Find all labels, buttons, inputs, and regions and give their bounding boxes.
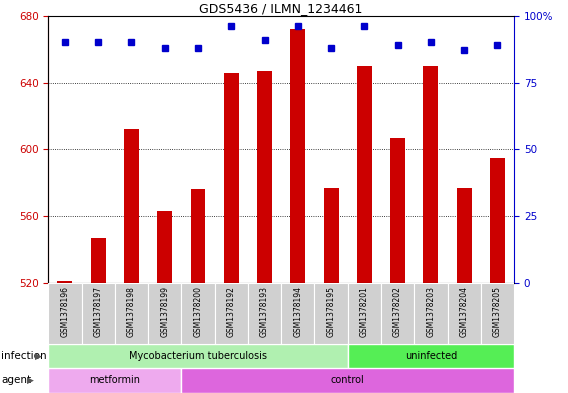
Text: ▶: ▶ [27,376,34,385]
Text: GSM1378203: GSM1378203 [427,286,435,337]
Bar [82,283,115,344]
Bar [148,283,181,344]
Bar [190,189,206,283]
Text: GSM1378193: GSM1378193 [260,286,269,337]
Bar [348,283,381,344]
Bar [48,344,348,368]
Bar [181,283,215,344]
Bar [315,283,348,344]
Text: metformin: metformin [89,375,140,386]
Bar [181,368,514,393]
Text: infection: infection [1,351,47,361]
Text: GSM1378202: GSM1378202 [393,286,402,337]
Bar [215,283,248,344]
Bar [348,344,514,368]
Bar [324,188,339,283]
Bar [381,283,414,344]
Text: GSM1378192: GSM1378192 [227,286,236,337]
Title: GDS5436 / ILMN_1234461: GDS5436 / ILMN_1234461 [199,2,363,15]
Bar [490,158,505,283]
Text: control: control [331,375,365,386]
Text: agent: agent [1,375,31,386]
Bar [248,283,281,344]
Bar [48,368,181,393]
Bar [457,188,471,283]
Bar [357,66,372,283]
Bar [281,283,315,344]
Text: ▶: ▶ [35,352,42,360]
Text: GSM1378204: GSM1378204 [460,286,469,337]
Bar [290,29,305,283]
Bar [224,72,239,283]
Text: GSM1378205: GSM1378205 [493,286,502,337]
Text: GSM1378201: GSM1378201 [360,286,369,337]
Bar [115,283,148,344]
Bar [157,211,172,283]
Bar [48,283,82,344]
Bar [390,138,405,283]
Text: GSM1378196: GSM1378196 [60,286,69,337]
Bar [257,71,272,283]
Bar [414,283,448,344]
Bar [448,283,481,344]
Bar [57,281,72,283]
Text: Mycobacterium tuberculosis: Mycobacterium tuberculosis [129,351,267,361]
Bar [481,283,514,344]
Text: GSM1378197: GSM1378197 [94,286,103,337]
Text: GSM1378199: GSM1378199 [160,286,169,337]
Text: GSM1378198: GSM1378198 [127,286,136,337]
Bar [124,129,139,283]
Bar [91,238,106,283]
Text: GSM1378194: GSM1378194 [293,286,302,337]
Bar [423,66,438,283]
Text: GSM1378195: GSM1378195 [327,286,336,337]
Text: uninfected: uninfected [405,351,457,361]
Text: GSM1378200: GSM1378200 [194,286,202,337]
